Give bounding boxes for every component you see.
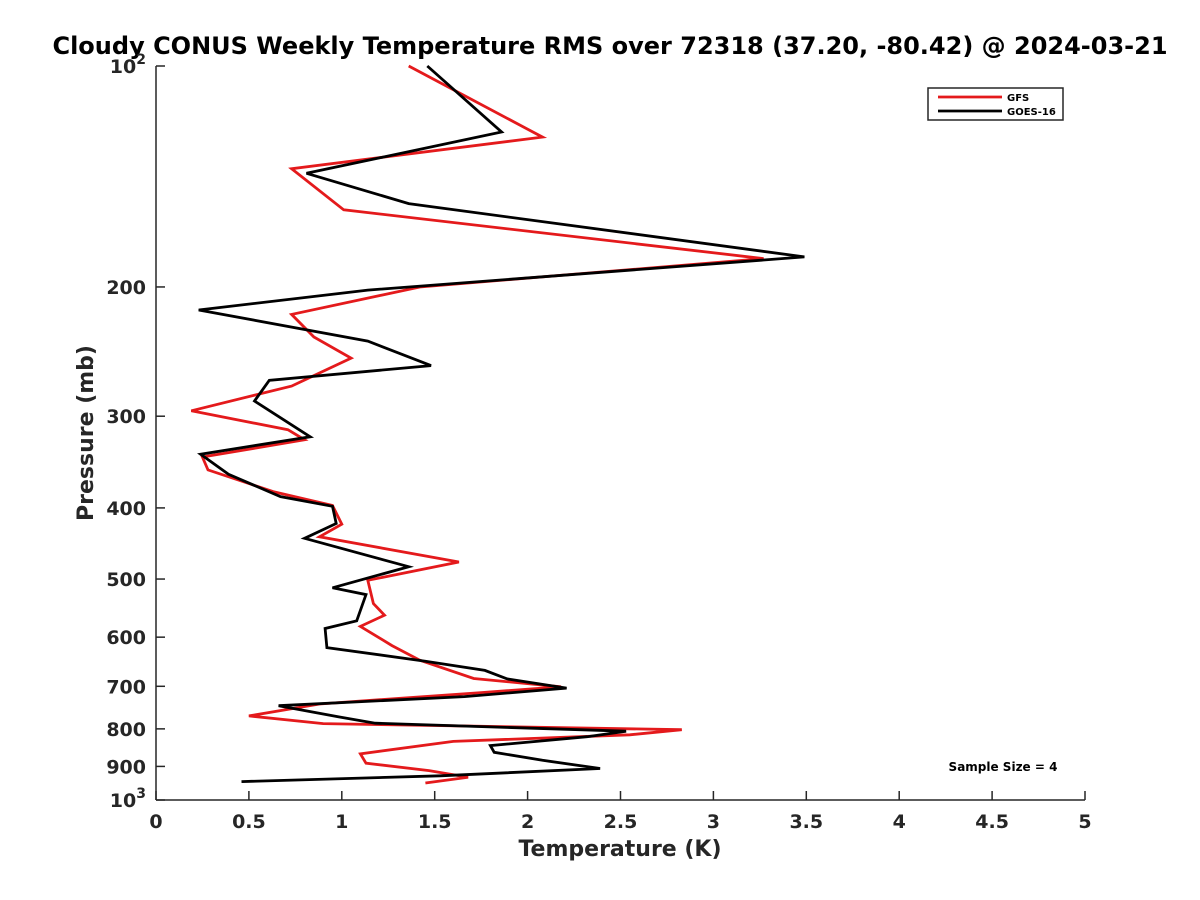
y-tick-exponent: 2 <box>136 52 146 68</box>
y-axis-label: Pressure (mb) <box>74 345 99 521</box>
y-tick-label: 400 <box>106 498 146 520</box>
series-line-goes-16 <box>197 64 805 783</box>
x-tick-label: 3.5 <box>789 811 823 833</box>
y-tick-label: 900 <box>106 756 146 778</box>
y-tick-base: 10 <box>110 790 136 812</box>
x-tick-label: 5 <box>1078 811 1091 833</box>
x-tick-label: 2.5 <box>604 811 638 833</box>
x-tick-label: 0 <box>149 811 162 833</box>
x-axis-label: Temperature (K) <box>518 837 721 862</box>
x-tick-label: 2 <box>521 811 534 833</box>
x-axis-ticks: 0 0.5 1 1.5 2 2.5 3 3.5 4 4.5 5 <box>149 791 1092 833</box>
series-line-gfs <box>190 64 764 785</box>
x-tick-label: 4 <box>893 811 906 833</box>
legend-box <box>927 87 1064 121</box>
series-group <box>190 64 805 785</box>
y-tick-label: 200 <box>106 277 146 299</box>
y-tick-label: 300 <box>106 406 146 428</box>
x-tick-label: 1.5 <box>418 811 452 833</box>
y-tick-label: 102 <box>110 52 146 78</box>
legend-label: GFS <box>1007 93 1029 104</box>
x-tick-label: 1 <box>335 811 348 833</box>
y-tick-label: 103 <box>110 786 146 812</box>
y-tick-label: 700 <box>106 676 146 698</box>
y-tick-exponent: 3 <box>136 786 146 802</box>
x-tick-label: 4.5 <box>975 811 1009 833</box>
y-tick-base: 10 <box>110 56 136 78</box>
y-tick-label: 500 <box>106 569 146 591</box>
sample-size-annotation: Sample Size = 4 <box>949 760 1058 774</box>
x-tick-label: 3 <box>707 811 720 833</box>
x-tick-label: 0.5 <box>232 811 266 833</box>
y-tick-label: 600 <box>106 627 146 649</box>
y-tick-label: 800 <box>106 719 146 741</box>
chart-title: Cloudy CONUS Weekly Temperature RMS over… <box>52 32 1167 60</box>
legend-label: GOES-16 <box>1007 107 1056 118</box>
legend: GFS GOES-16 <box>927 87 1064 121</box>
